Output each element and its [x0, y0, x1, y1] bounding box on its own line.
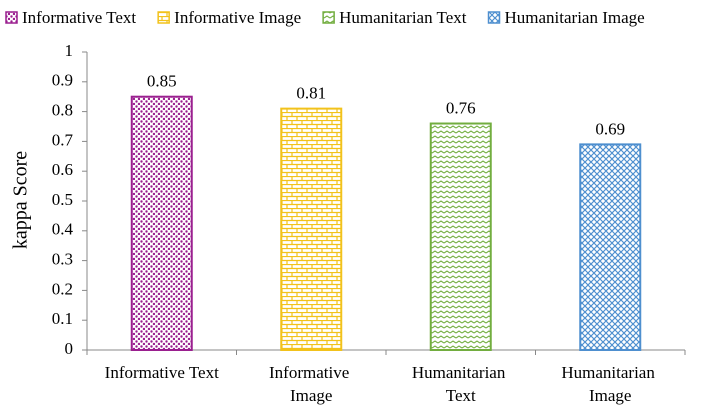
x-tick-label: Humanitarian Image: [561, 363, 659, 405]
bar: [280, 107, 343, 352]
y-tick-label: 1: [65, 41, 74, 60]
y-tick-label: 0.5: [52, 190, 73, 209]
legend-swatch: [5, 11, 18, 24]
bar: [130, 95, 193, 351]
y-tick-label: 0.3: [52, 250, 73, 269]
data-label: 0.85: [147, 72, 177, 91]
y-tick-label: 0.6: [52, 160, 73, 179]
legend-swatch: [322, 11, 335, 24]
y-tick-label: 0.9: [52, 71, 73, 90]
legend-swatch: [157, 11, 170, 24]
x-tick-label: Informative Text: [105, 363, 219, 382]
legend-swatch: [487, 11, 501, 24]
y-axis-label: kappa Score: [10, 151, 32, 249]
y-tick-label: 0.2: [52, 279, 73, 298]
legend-label: Informative Text: [22, 8, 136, 27]
y-tick-label: 0: [65, 339, 74, 358]
legend-label: Informative Image: [174, 8, 301, 27]
bar: [579, 143, 642, 351]
legend-label: Humanitarian Image: [505, 8, 645, 27]
y-tick-label: 0.7: [52, 130, 74, 149]
legend-label: Humanitarian Text: [339, 8, 467, 27]
data-label: 0.76: [446, 98, 476, 117]
bar: [429, 122, 492, 351]
y-tick-label: 0.8: [52, 101, 73, 120]
x-tick-label: Humanitarian Text: [412, 363, 510, 405]
data-label: 0.81: [296, 84, 326, 103]
y-tick-label: 0.4: [52, 220, 74, 239]
x-tick-label: Informative Image: [269, 363, 354, 405]
y-tick-label: 0.1: [52, 309, 73, 328]
data-label: 0.69: [595, 119, 625, 138]
